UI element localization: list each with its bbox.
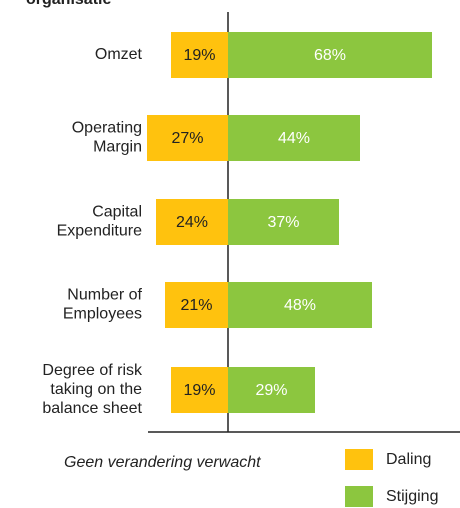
value-label: 21%: [180, 297, 212, 314]
bar: [228, 282, 372, 328]
value-label: 29%: [255, 382, 287, 399]
category-label: Capital: [92, 204, 142, 221]
bar: [171, 367, 228, 413]
category-label: Expenditure: [57, 223, 142, 240]
bar: [171, 32, 228, 78]
category-label: Number of: [67, 287, 142, 304]
bar: [165, 282, 228, 328]
category-label: Omzet: [95, 46, 143, 63]
bar: [228, 199, 339, 245]
legend-label: Daling: [386, 451, 431, 468]
category-label: Margin: [93, 139, 142, 156]
value-label: 19%: [183, 382, 215, 399]
value-label: 37%: [267, 214, 299, 231]
category-label: Employees: [63, 306, 142, 323]
category-label: taking on the: [50, 381, 142, 398]
bar: [156, 199, 228, 245]
annotation: Geen verandering verwacht: [64, 454, 261, 471]
value-label: 24%: [176, 214, 208, 231]
value-label: 68%: [314, 47, 346, 64]
category-label: Degree of risk: [42, 362, 143, 379]
value-label: 27%: [171, 130, 203, 147]
legend-label: Stijging: [386, 488, 438, 505]
category-label: Operating: [72, 120, 142, 137]
bar: [147, 115, 228, 161]
bar: [228, 32, 432, 78]
legend-swatch: [345, 486, 373, 507]
value-label: 19%: [183, 47, 215, 64]
value-label: 44%: [278, 130, 310, 147]
bar: [228, 115, 360, 161]
category-label: balance sheet: [42, 400, 142, 417]
legend-swatch: [345, 449, 373, 470]
chart-title: organisatie: [26, 0, 111, 8]
bar: [228, 367, 315, 413]
value-label: 48%: [284, 297, 316, 314]
